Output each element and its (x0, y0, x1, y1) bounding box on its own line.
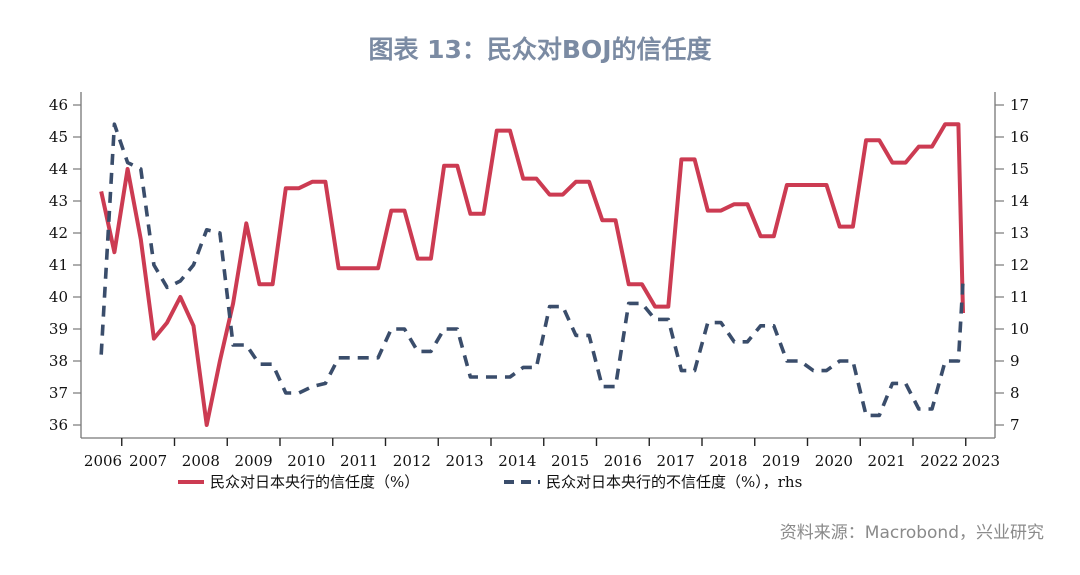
right-tick-label: 10 (1010, 320, 1029, 338)
right-axis-ticks: 17 16 15 14 13 12 11 10 9 8 7 (995, 96, 1029, 434)
right-tick-label: 9 (1010, 352, 1020, 370)
series-line-distrust (99, 122, 965, 418)
series-line-trust (99, 122, 965, 427)
right-tick-label: 7 (1010, 416, 1020, 434)
x-tick-label: 2020 (815, 452, 853, 470)
x-tick-label: 2011 (340, 452, 378, 470)
x-tick-label: 2019 (762, 452, 800, 470)
x-tick-label: 2016 (604, 452, 642, 470)
x-tick-label: 2015 (551, 452, 589, 470)
left-tick-label: 43 (49, 192, 68, 210)
left-tick-label: 42 (49, 224, 68, 242)
x-tick-label: 2018 (709, 452, 747, 470)
right-tick-label: 8 (1010, 384, 1020, 402)
left-tick-label: 45 (49, 128, 68, 146)
x-tick-label: 2013 (446, 452, 484, 470)
left-tick-label: 44 (49, 160, 68, 178)
right-tick-label: 15 (1010, 160, 1029, 178)
x-axis-ticks: 2006 2007 2008 2009 2010 2011 2012 2013 2014 2015… (84, 438, 1000, 470)
right-tick-label: 17 (1010, 96, 1029, 114)
x-tick-label: 2006 (84, 452, 122, 470)
right-tick-label: 16 (1010, 128, 1029, 146)
right-tick-label: 11 (1010, 288, 1029, 306)
x-tick-label: 2010 (287, 452, 325, 470)
x-tick-label: 2012 (393, 452, 431, 470)
left-tick-label: 39 (49, 320, 68, 338)
x-tick-label: 2023 (962, 452, 1000, 470)
x-tick-label: 2022 (920, 452, 958, 470)
left-tick-label: 41 (49, 256, 68, 274)
legend-label-trust: 民众对日本央行的信任度（%） (210, 473, 419, 491)
x-tick-label: 2007 (129, 452, 167, 470)
right-tick-label: 14 (1010, 192, 1029, 210)
x-tick-label: 2009 (235, 452, 273, 470)
left-tick-label: 37 (49, 384, 68, 402)
left-axis-ticks: 46 45 44 43 42 41 40 39 38 37 36 (49, 96, 81, 434)
right-tick-label: 13 (1010, 224, 1029, 242)
source-note: 资料来源：Macrobond，兴业研究 (779, 523, 1044, 543)
left-tick-label: 36 (49, 416, 68, 434)
x-tick-label: 2021 (868, 452, 906, 470)
right-tick-label: 12 (1010, 256, 1029, 274)
chart-title: 图表 13：民众对BOJ的信任度 (368, 35, 712, 64)
left-tick-label: 38 (49, 352, 68, 370)
series-lines (99, 122, 965, 427)
legend: 民众对日本央行的信任度（%） 民众对日本央行的不信任度（%），rhs (178, 473, 802, 491)
left-tick-label: 46 (49, 96, 68, 114)
left-tick-label: 40 (49, 288, 68, 306)
x-tick-label: 2017 (657, 452, 695, 470)
legend-label-distrust: 民众对日本央行的不信任度（%），rhs (546, 473, 802, 491)
x-tick-label: 2008 (182, 452, 220, 470)
x-tick-label: 2014 (498, 452, 536, 470)
